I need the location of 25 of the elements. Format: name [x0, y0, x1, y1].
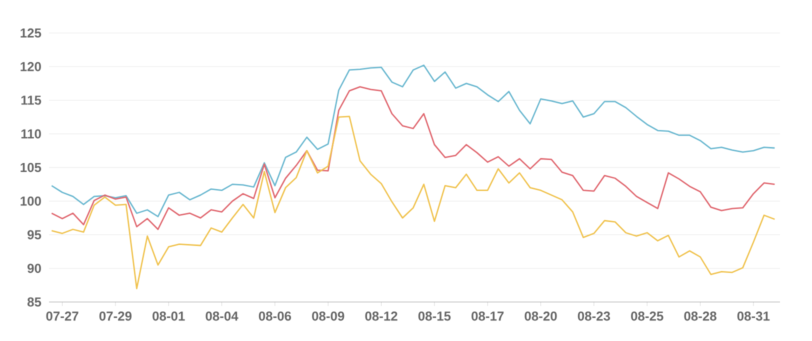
y-tick-label: 85: [27, 297, 42, 307]
x-tick-label: 07-27: [46, 312, 78, 321]
x-tick-label: 08-01: [152, 312, 185, 321]
x-tick-label: 08-17: [472, 312, 504, 321]
line-series: [50, 86, 776, 230]
x-tick-label: 08-09: [312, 312, 344, 321]
x-tick-label: 08-06: [258, 312, 292, 321]
line-series: [50, 64, 776, 218]
x-tick-label: 08-12: [365, 312, 398, 321]
x-tick-label: 07-29: [99, 312, 132, 321]
y-tick-label: 95: [28, 230, 42, 240]
y-tick-label: 125: [20, 28, 42, 38]
y-tick-label: 120: [20, 62, 41, 72]
y-tick-label: 110: [21, 129, 41, 138]
x-tick-label: 08-15: [418, 312, 451, 321]
x-tick-label: 08-28: [684, 312, 716, 321]
x-tick-label: 08-20: [524, 312, 557, 321]
y-tick-label: 105: [20, 162, 42, 172]
x-tick-label: 08-23: [578, 312, 610, 321]
x-tick-label: 08-04: [206, 312, 238, 321]
y-tick-label: 115: [21, 96, 42, 105]
x-tick-label: 08-31: [737, 312, 770, 321]
y-tick-label: 90: [28, 264, 41, 273]
x-tick-label: 08-25: [631, 312, 664, 321]
y-tick-label: 100: [20, 196, 41, 206]
